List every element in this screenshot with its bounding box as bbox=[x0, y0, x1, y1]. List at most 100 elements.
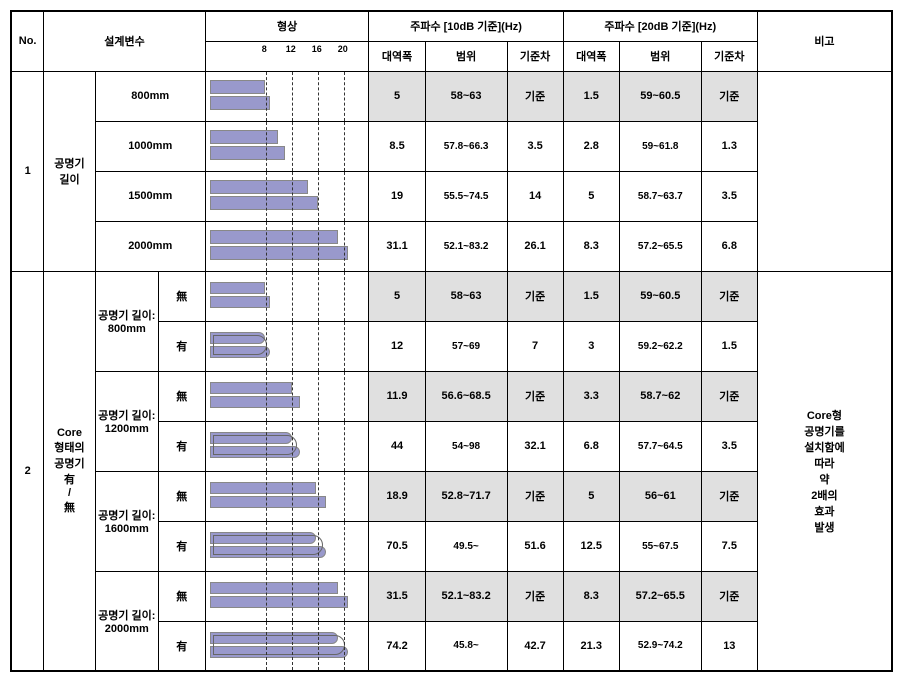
cell-r10: 57.8~66.3 bbox=[425, 121, 507, 171]
cell-bw20: 2.8 bbox=[563, 121, 619, 171]
cell-r20: 55~67.5 bbox=[619, 521, 701, 571]
data-table: No. 설계변수 형상 주파수 [10dB 기준](Hz) 주파수 [20dB … bbox=[10, 10, 893, 672]
cell-r20: 59.2~62.2 bbox=[619, 321, 701, 371]
group2-sub: 공명기 길이:800mm bbox=[95, 271, 158, 371]
group2-sub: 공명기 길이:2000mm bbox=[95, 571, 158, 671]
cell-bw10: 31.5 bbox=[369, 571, 425, 621]
cell-d20: 기준 bbox=[701, 71, 757, 121]
cell-d20: 6.8 bbox=[701, 221, 757, 271]
group2-no: 2 bbox=[11, 271, 44, 671]
cell-bw20: 5 bbox=[563, 471, 619, 521]
cell-bw10: 31.1 bbox=[369, 221, 425, 271]
cell-r10: 49.5~ bbox=[425, 521, 507, 571]
cell-d10: 기준 bbox=[507, 471, 563, 521]
hdr-note: 비고 bbox=[757, 11, 892, 71]
cell-bw20: 6.8 bbox=[563, 421, 619, 471]
cell-d20: 기준 bbox=[701, 571, 757, 621]
cell-bw10: 74.2 bbox=[369, 621, 425, 671]
group1-dv: 2000mm bbox=[95, 221, 205, 271]
cell-r10: 56.6~68.5 bbox=[425, 371, 507, 421]
cell-bw20: 3 bbox=[563, 321, 619, 371]
hdr-r20: 범위 bbox=[619, 41, 701, 71]
shape-cell bbox=[205, 471, 369, 521]
shape-cell bbox=[205, 621, 369, 671]
hdr-r10: 범위 bbox=[425, 41, 507, 71]
hdr-freq20: 주파수 [20dB 기준](Hz) bbox=[563, 11, 757, 41]
group2-yn: 有 bbox=[158, 421, 205, 471]
cell-bw10: 44 bbox=[369, 421, 425, 471]
cell-d20: 1.3 bbox=[701, 121, 757, 171]
group2-yn: 有 bbox=[158, 621, 205, 671]
cell-r10: 57~69 bbox=[425, 321, 507, 371]
cell-r20: 59~61.8 bbox=[619, 121, 701, 171]
cell-r20: 57.2~65.5 bbox=[619, 221, 701, 271]
group2-note: Core형공명기를설치함에따라약2배의효과발생 bbox=[757, 271, 892, 671]
cell-r10: 58~63 bbox=[425, 71, 507, 121]
group1-dv: 1000mm bbox=[95, 121, 205, 171]
cell-d10: 7 bbox=[507, 321, 563, 371]
cell-d20: 1.5 bbox=[701, 321, 757, 371]
shape-cell bbox=[205, 271, 369, 321]
hdr-d10: 기준차 bbox=[507, 41, 563, 71]
cell-d10: 32.1 bbox=[507, 421, 563, 471]
cell-d20: 기준 bbox=[701, 371, 757, 421]
shape-cell bbox=[205, 221, 369, 271]
shape-cell bbox=[205, 521, 369, 571]
shape-cell bbox=[205, 371, 369, 421]
shape-cell bbox=[205, 171, 369, 221]
cell-r10: 45.8~ bbox=[425, 621, 507, 671]
cell-r20: 52.9~74.2 bbox=[619, 621, 701, 671]
cell-bw10: 11.9 bbox=[369, 371, 425, 421]
group2-yn: 無 bbox=[158, 271, 205, 321]
cell-d10: 기준 bbox=[507, 271, 563, 321]
cell-r10: 52.8~71.7 bbox=[425, 471, 507, 521]
group2-yn: 無 bbox=[158, 571, 205, 621]
group2-yn: 無 bbox=[158, 371, 205, 421]
cell-bw20: 8.3 bbox=[563, 221, 619, 271]
cell-d20: 3.5 bbox=[701, 421, 757, 471]
cell-r20: 58.7~62 bbox=[619, 371, 701, 421]
cell-r10: 52.1~83.2 bbox=[425, 571, 507, 621]
cell-d10: 14 bbox=[507, 171, 563, 221]
cell-d10: 26.1 bbox=[507, 221, 563, 271]
hdr-freq10: 주파수 [10dB 기준](Hz) bbox=[369, 11, 563, 41]
hdr-d20: 기준차 bbox=[701, 41, 757, 71]
cell-r10: 54~98 bbox=[425, 421, 507, 471]
cell-r10: 58~63 bbox=[425, 271, 507, 321]
group2-yn: 有 bbox=[158, 321, 205, 371]
group1-note bbox=[757, 71, 892, 271]
shape-cell bbox=[205, 71, 369, 121]
hdr-design-var: 설계변수 bbox=[44, 11, 205, 71]
cell-r20: 59~60.5 bbox=[619, 71, 701, 121]
cell-r10: 52.1~83.2 bbox=[425, 221, 507, 271]
cell-d10: 51.6 bbox=[507, 521, 563, 571]
cell-r20: 57.7~64.5 bbox=[619, 421, 701, 471]
cell-bw20: 3.3 bbox=[563, 371, 619, 421]
cell-bw10: 19 bbox=[369, 171, 425, 221]
hdr-scale: 8 12 16 20 bbox=[205, 41, 369, 71]
cell-r20: 57.2~65.5 bbox=[619, 571, 701, 621]
group2-sub: 공명기 길이:1600mm bbox=[95, 471, 158, 571]
cell-d20: 13 bbox=[701, 621, 757, 671]
cell-d10: 기준 bbox=[507, 371, 563, 421]
cell-d20: 3.5 bbox=[701, 171, 757, 221]
group1-dv: 1500mm bbox=[95, 171, 205, 221]
cell-bw10: 70.5 bbox=[369, 521, 425, 571]
cell-bw20: 1.5 bbox=[563, 71, 619, 121]
cell-bw20: 12.5 bbox=[563, 521, 619, 571]
hdr-shape: 형상 bbox=[205, 11, 369, 41]
cell-d10: 3.5 bbox=[507, 121, 563, 171]
group1-dv: 800mm bbox=[95, 71, 205, 121]
cell-d20: 기준 bbox=[701, 271, 757, 321]
shape-cell bbox=[205, 421, 369, 471]
group2-yn: 有 bbox=[158, 521, 205, 571]
cell-bw10: 18.9 bbox=[369, 471, 425, 521]
group1-no: 1 bbox=[11, 71, 44, 271]
cell-r20: 59~60.5 bbox=[619, 271, 701, 321]
cell-d10: 기준 bbox=[507, 571, 563, 621]
hdr-no: No. bbox=[11, 11, 44, 71]
shape-cell bbox=[205, 121, 369, 171]
cell-bw20: 5 bbox=[563, 171, 619, 221]
cell-bw10: 8.5 bbox=[369, 121, 425, 171]
group2-sub: 공명기 길이:1200mm bbox=[95, 371, 158, 471]
